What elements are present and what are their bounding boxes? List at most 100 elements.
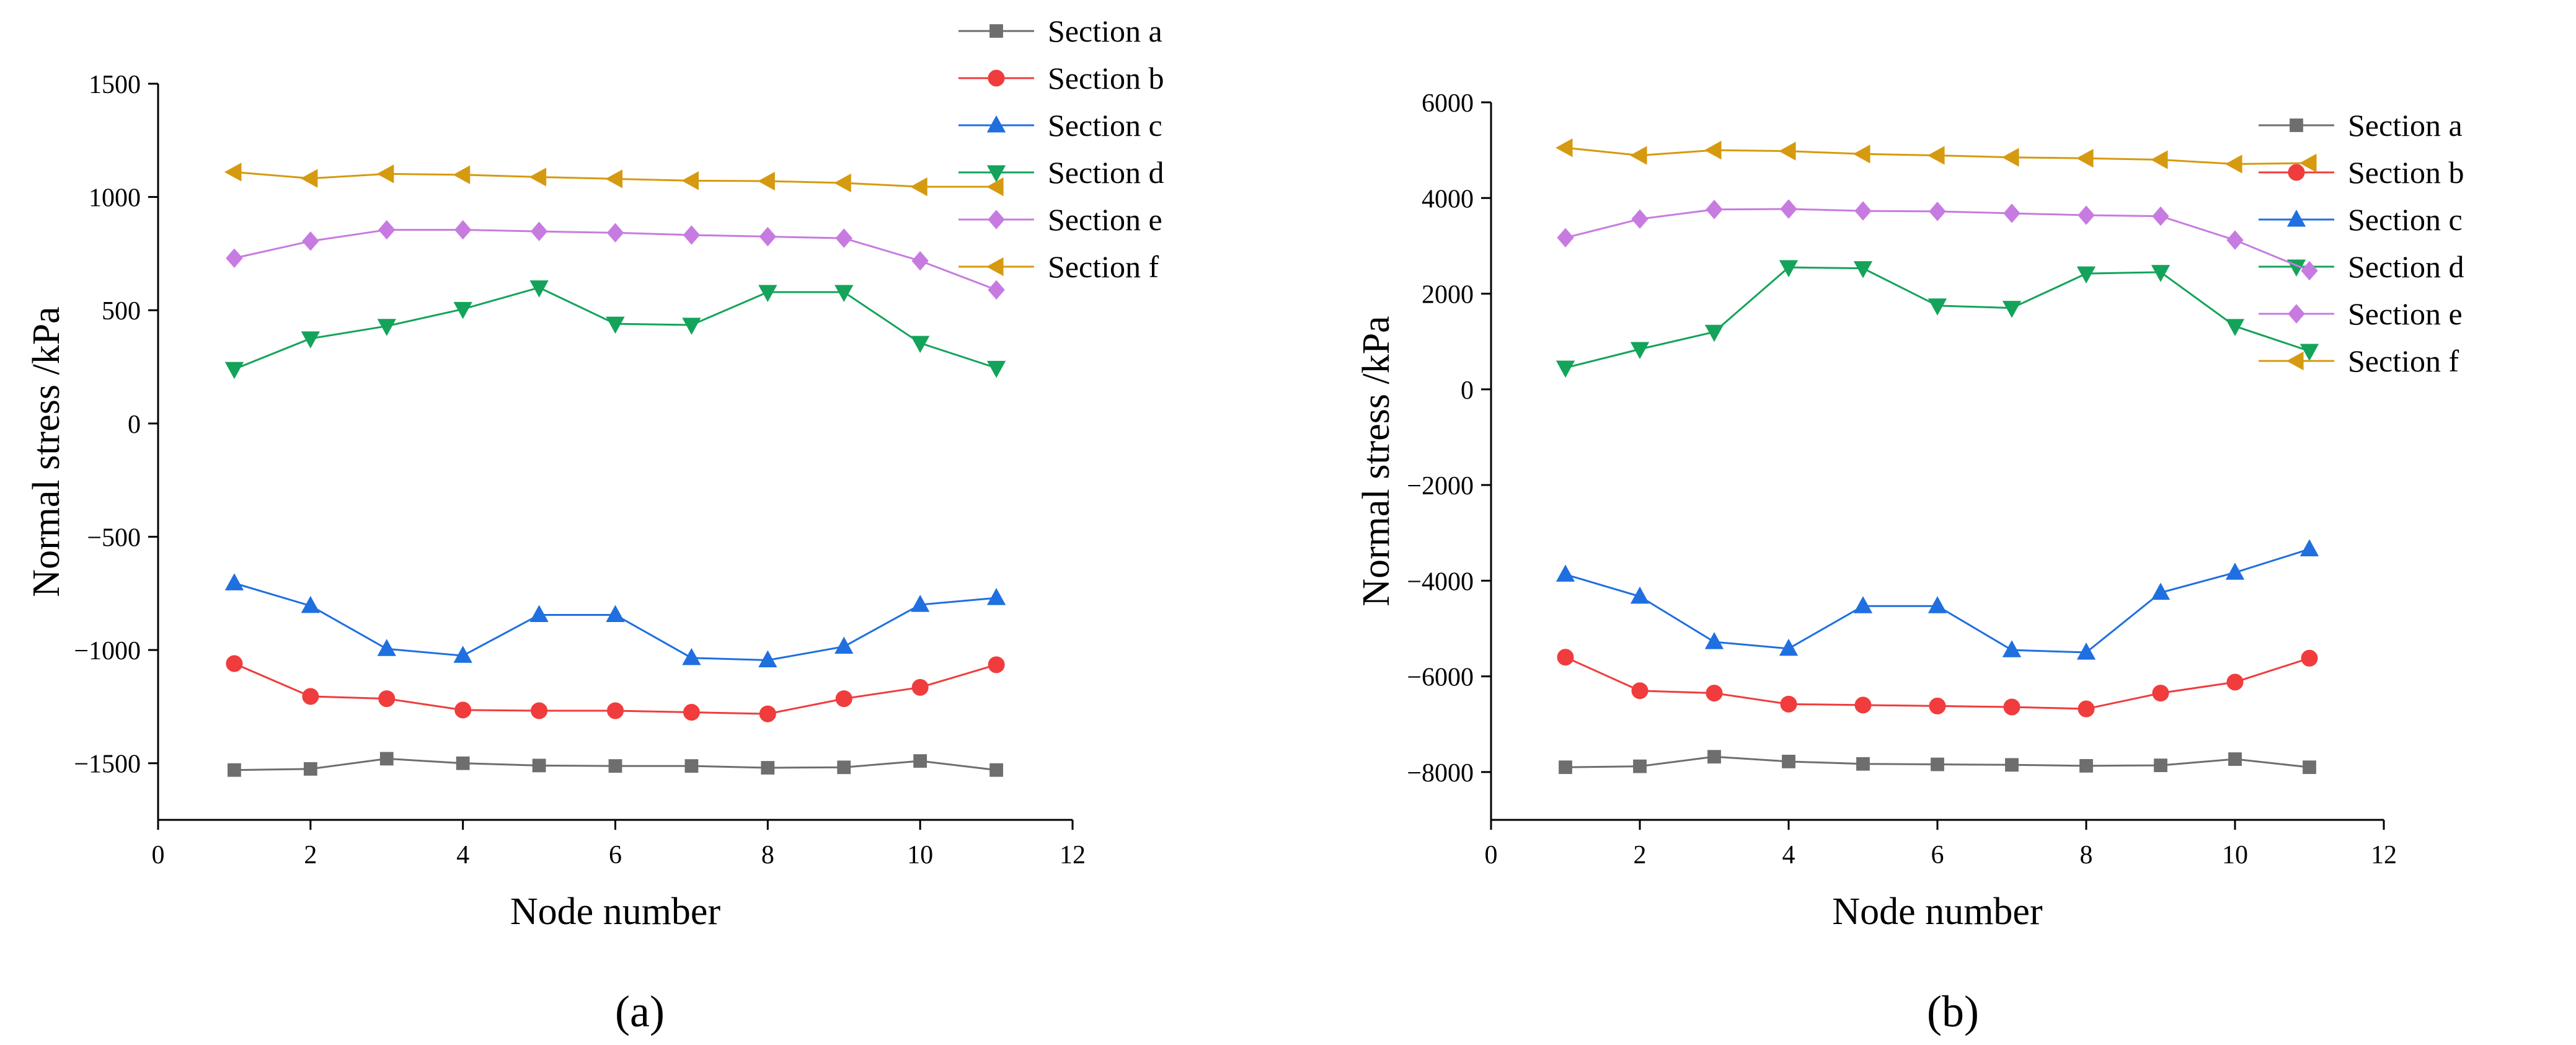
data-point bbox=[1853, 145, 1870, 164]
data-point bbox=[1779, 638, 1799, 656]
data-point bbox=[379, 752, 394, 766]
data-point bbox=[2225, 319, 2245, 336]
data-point bbox=[1557, 228, 1574, 247]
data-point bbox=[835, 690, 852, 708]
data-point bbox=[986, 360, 1006, 378]
data-point bbox=[224, 573, 244, 590]
legend-label: Section d bbox=[1048, 155, 1164, 190]
series-section-b bbox=[1557, 649, 2318, 718]
data-point bbox=[224, 362, 244, 380]
legend-entry: Section d bbox=[958, 155, 1164, 190]
data-point bbox=[1928, 298, 1947, 316]
data-point bbox=[988, 280, 1005, 300]
x-tick-label: 10 bbox=[907, 841, 933, 869]
y-tick-label: 2000 bbox=[1422, 281, 1474, 309]
data-point bbox=[454, 220, 472, 240]
legend-label: Section b bbox=[2348, 155, 2464, 190]
data-point bbox=[2152, 685, 2169, 702]
data-point bbox=[378, 220, 396, 240]
y-tick-label: 1500 bbox=[89, 71, 141, 99]
data-point bbox=[681, 171, 699, 190]
data-point bbox=[758, 171, 775, 191]
data-point bbox=[301, 331, 320, 349]
data-point bbox=[226, 248, 243, 268]
data-point bbox=[2002, 148, 2019, 167]
data-point bbox=[1856, 757, 1870, 771]
data-point bbox=[2076, 266, 2096, 284]
data-point bbox=[2151, 150, 2168, 169]
data-point bbox=[2301, 260, 2318, 281]
data-point bbox=[913, 754, 927, 768]
data-point bbox=[1779, 141, 1796, 161]
chart-panel-b: −8000 −6000 −4000 −2000 0 2000 4000 6000 0 2 4 6 8 10… bbox=[1355, 89, 2464, 1036]
series-section-d bbox=[1556, 260, 2319, 378]
data-point bbox=[303, 762, 317, 776]
y-tick-label: 500 bbox=[102, 297, 141, 326]
data-point bbox=[759, 705, 776, 723]
data-point bbox=[532, 758, 546, 773]
data-point bbox=[1853, 596, 1873, 613]
data-point bbox=[605, 169, 623, 189]
legend-label: Section b bbox=[1048, 61, 1164, 96]
data-point bbox=[378, 690, 396, 708]
legend-marker bbox=[2288, 164, 2305, 181]
data-point bbox=[606, 316, 625, 334]
data-point bbox=[1929, 202, 1946, 221]
data-point bbox=[834, 636, 854, 654]
data-point bbox=[2078, 700, 2095, 718]
y-tick-label: −4000 bbox=[1407, 567, 1474, 596]
data-point bbox=[758, 285, 777, 302]
legend-entry: Section a bbox=[958, 14, 1162, 48]
data-point bbox=[986, 588, 1006, 605]
y-tick-label: 6000 bbox=[1422, 89, 1474, 118]
data-point bbox=[2299, 344, 2319, 362]
legend-marker bbox=[988, 210, 1005, 229]
data-point bbox=[1853, 261, 1873, 278]
series-section-e bbox=[226, 220, 1005, 300]
legend-marker bbox=[2288, 304, 2305, 324]
data-point bbox=[911, 336, 930, 354]
data-point bbox=[759, 226, 776, 247]
data-point bbox=[224, 162, 242, 182]
data-point bbox=[2005, 758, 2019, 772]
panel-label: (b) bbox=[1927, 987, 1979, 1036]
data-point bbox=[1631, 209, 1649, 229]
data-point bbox=[1704, 324, 1724, 342]
legend-entry: Section a bbox=[2259, 108, 2463, 143]
data-point bbox=[911, 251, 929, 271]
data-point bbox=[2003, 698, 2021, 716]
data-point bbox=[1631, 682, 1649, 700]
data-point bbox=[2076, 643, 2096, 660]
data-point bbox=[2002, 301, 2022, 318]
data-point bbox=[1779, 260, 1799, 278]
data-point bbox=[1633, 759, 1647, 773]
y-tick-label: 0 bbox=[128, 411, 141, 439]
data-point bbox=[988, 656, 1005, 674]
data-point bbox=[1559, 760, 1572, 775]
data-point bbox=[376, 164, 394, 184]
legend-entry: Section c bbox=[2259, 202, 2463, 237]
panel-label: (a) bbox=[615, 987, 665, 1036]
series-section-a bbox=[228, 752, 1003, 777]
series-section-c bbox=[224, 573, 1006, 668]
series-section-c bbox=[1556, 539, 2319, 660]
data-point bbox=[606, 223, 624, 243]
data-point bbox=[1928, 596, 1947, 613]
legend-marker bbox=[986, 257, 1004, 277]
series-section-f bbox=[1556, 138, 2317, 174]
data-point bbox=[2226, 674, 2244, 691]
data-point bbox=[2078, 205, 2095, 225]
data-point bbox=[608, 759, 622, 773]
data-point bbox=[377, 639, 396, 656]
legend-marker bbox=[989, 24, 1003, 38]
data-point bbox=[1556, 564, 1575, 582]
data-point bbox=[2151, 582, 2171, 600]
x-tick-label: 2 bbox=[304, 841, 317, 869]
data-point bbox=[2154, 758, 2167, 772]
data-point bbox=[2303, 760, 2316, 775]
legend-entry: Section e bbox=[958, 202, 1162, 237]
data-point bbox=[682, 318, 701, 335]
legend-label: Section f bbox=[1048, 249, 1159, 284]
data-point bbox=[226, 655, 243, 672]
